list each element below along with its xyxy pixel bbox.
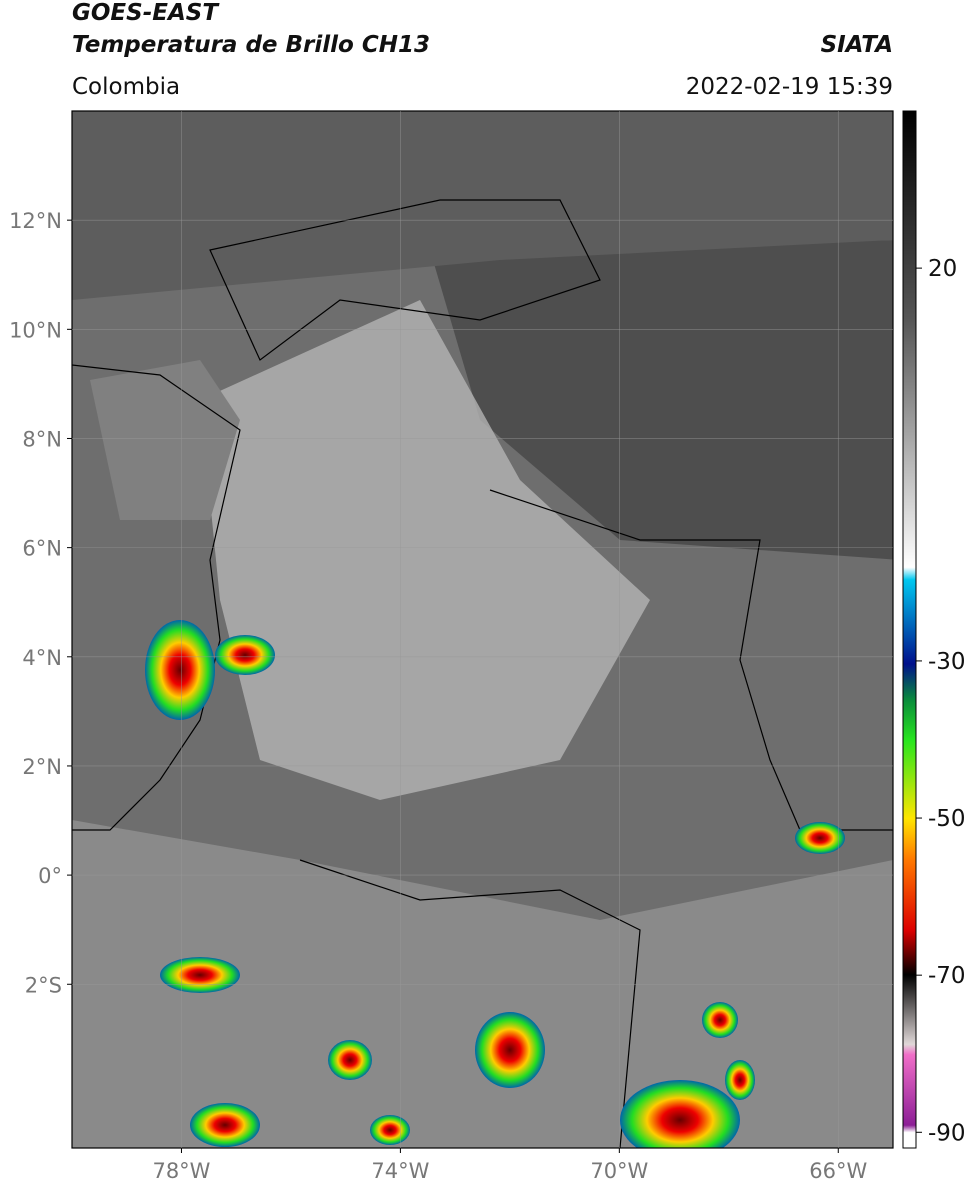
y-tick-label: 2°N xyxy=(22,755,62,779)
satellite: GOES-EAST xyxy=(72,0,220,26)
x-tick-label: 74°W xyxy=(371,1159,429,1183)
colorbar-label: -70 xyxy=(928,963,966,989)
colorbar-label: -50 xyxy=(928,806,966,832)
datetime: 2022-02-19 15:39 xyxy=(686,74,893,100)
map-image xyxy=(72,111,893,1148)
colorbar xyxy=(902,110,917,1149)
x-tick-label: 78°W xyxy=(152,1159,210,1183)
y-tick-label: 12°N xyxy=(9,209,62,233)
y-tick-label: 10°N xyxy=(9,318,62,342)
y-tick-label: 4°N xyxy=(22,646,62,670)
colorbar-label: -30 xyxy=(928,649,966,675)
source: SIATA xyxy=(821,32,893,58)
y-tick-label: 2°S xyxy=(25,973,62,997)
y-tick-label: 6°N xyxy=(22,537,62,561)
y-tick-label: 0° xyxy=(38,864,62,888)
colorbar-label: 20 xyxy=(928,256,957,282)
map-frame xyxy=(71,110,894,1149)
colorbar-label: -90 xyxy=(928,1120,966,1146)
x-tick-label: 66°W xyxy=(809,1159,867,1183)
x-tick-label: 70°W xyxy=(590,1159,648,1183)
title: Temperatura de Brillo CH13 xyxy=(72,32,430,58)
region: Colombia xyxy=(72,74,180,100)
y-tick-label: 8°N xyxy=(22,427,62,451)
